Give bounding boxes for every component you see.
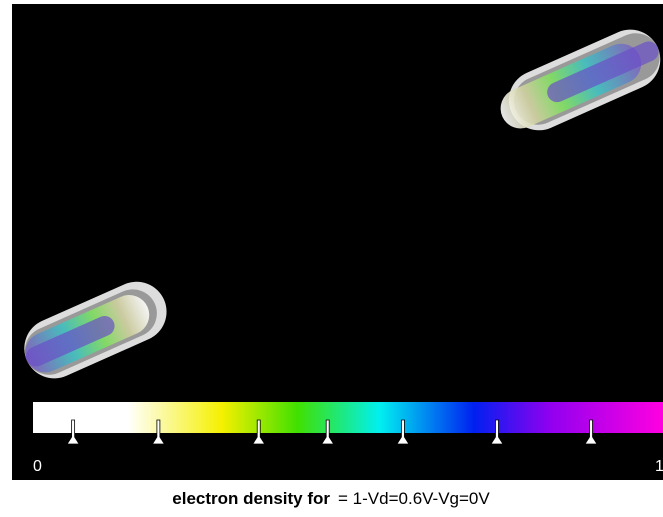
colorbar-marker bbox=[320, 419, 335, 445]
colorbar bbox=[33, 402, 663, 433]
colorbar-marker bbox=[66, 419, 80, 445]
colorbar-max-label: 1 bbox=[655, 458, 663, 475]
caption-label: electron density for bbox=[172, 489, 330, 508]
colorbar-marker bbox=[251, 419, 266, 445]
caption-value: = 1-Vd=0.6V-Vg=0V bbox=[338, 489, 490, 508]
colorbar-min-label: 0 bbox=[33, 458, 42, 475]
density-blob bbox=[24, 281, 167, 379]
caption: electron density for = 1-Vd=0.6V-Vg=0V bbox=[172, 489, 490, 508]
colorbar-marker bbox=[151, 419, 166, 445]
colorbar-marker bbox=[584, 419, 598, 445]
colorbar-marker bbox=[490, 419, 504, 445]
colorbar-marker bbox=[396, 419, 410, 445]
density-blob bbox=[500, 29, 661, 131]
